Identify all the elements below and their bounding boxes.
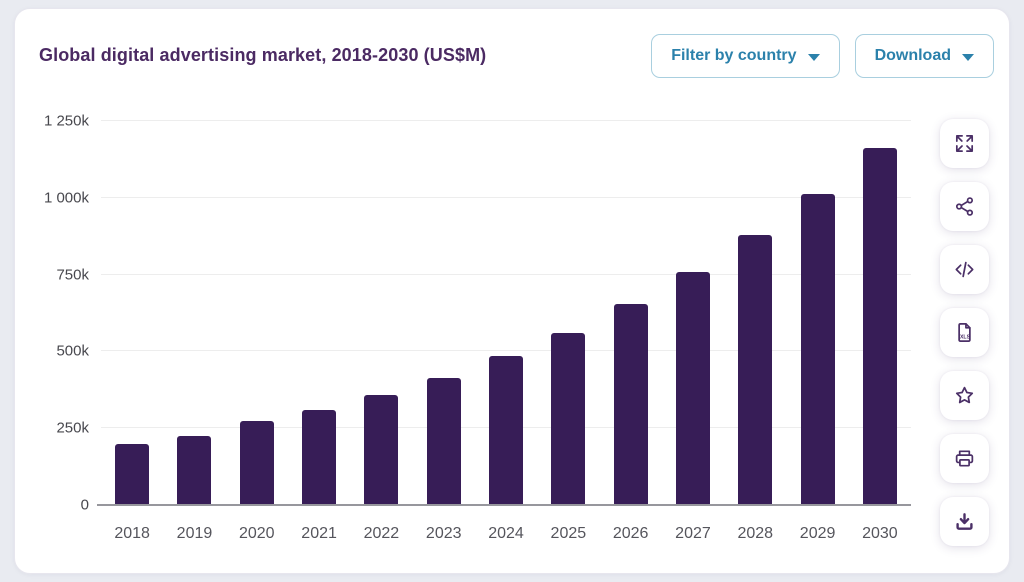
bar-2021[interactable] [302, 409, 337, 505]
download-image-button[interactable] [940, 497, 989, 546]
bar-2030[interactable] [862, 148, 897, 505]
chevron-down-icon [962, 53, 974, 61]
expand-icon [955, 134, 974, 153]
bar-slot [101, 121, 163, 505]
gridline [101, 120, 911, 121]
chart-card: Global digital advertising market, 2018-… [14, 8, 1010, 574]
print-button[interactable] [940, 434, 989, 483]
x-tick-label: 2022 [363, 525, 400, 542]
download-icon [956, 513, 973, 530]
bar-2018[interactable] [115, 443, 150, 505]
share-button[interactable] [940, 182, 989, 231]
x-tick-label: 2024 [488, 525, 524, 542]
y-tick-label: 500k [56, 342, 89, 360]
chevron-down-icon [807, 53, 820, 61]
download-xls-button[interactable]: XLS [940, 308, 989, 357]
y-tick-label: 1 250k [43, 112, 89, 130]
x-tick-label: 2020 [238, 525, 275, 542]
chart-toolbar: XLS [940, 119, 989, 546]
bar-slot [786, 121, 848, 505]
bar-slot [537, 121, 599, 505]
share-icon [955, 197, 974, 216]
x-tick-label: 2027 [675, 525, 711, 542]
y-tick-label: 0 [80, 496, 89, 514]
embed-code-icon [955, 261, 974, 278]
download-button-label: Download [874, 47, 951, 64]
bars [101, 121, 911, 505]
embed-code-button[interactable] [940, 245, 989, 294]
bar-slot [600, 121, 662, 505]
x-tick-label: 2023 [425, 525, 462, 542]
gridline [101, 273, 911, 275]
gridline [101, 196, 911, 198]
bar-slot [163, 121, 225, 505]
bar-slot [350, 121, 412, 505]
bar-slot [226, 121, 288, 505]
bar-2026[interactable] [613, 304, 648, 505]
expand-button[interactable] [940, 119, 989, 168]
bar-2019[interactable] [177, 436, 212, 505]
favorite-button[interactable] [940, 371, 989, 420]
y-tick-label: 1 000k [43, 189, 89, 207]
bar-slot [288, 121, 350, 505]
bar-2025[interactable] [551, 332, 586, 505]
bar-slot [724, 121, 786, 505]
bar-slot [849, 121, 911, 505]
bar-slot [475, 121, 537, 505]
bar-2029[interactable] [800, 193, 835, 505]
x-tick-label: 2019 [176, 525, 213, 542]
x-tick-label: 2018 [114, 525, 150, 542]
bar-chart: 0 250k 500k 750k 1 000k 1 250k 2018 2019 2020 20… [15, 113, 945, 565]
filter-by-country-label: Filter by country [671, 47, 797, 64]
y-tick-label: 250k [56, 419, 89, 437]
bar-2024[interactable] [489, 356, 524, 505]
x-tick-label: 2029 [799, 525, 836, 542]
bar-slot [413, 121, 475, 505]
x-axis: 2018 2019 2020 2021 2022 2023 2024 2025 2026 2027… [101, 525, 911, 543]
bar-2022[interactable] [364, 394, 399, 505]
bar-slot [662, 121, 724, 505]
bar-2028[interactable] [738, 235, 773, 505]
y-tick-label: 750k [56, 266, 89, 284]
header-buttons: Filter by country Download [651, 34, 994, 78]
printer-icon [955, 450, 974, 467]
x-axis-line [97, 504, 911, 506]
bar-2023[interactable] [426, 377, 461, 505]
bar-2020[interactable] [239, 421, 274, 505]
xls-badge-label: XLS [960, 335, 971, 341]
x-tick-label: 2025 [550, 525, 587, 542]
x-tick-label: 2021 [301, 525, 337, 542]
page-title: Global digital advertising market, 2018-… [39, 45, 487, 65]
download-button[interactable]: Download [854, 34, 994, 78]
gridline [101, 350, 911, 352]
y-axis: 0 250k 500k 750k 1 000k 1 250k [15, 113, 89, 514]
xls-file-icon: XLS [958, 323, 971, 342]
x-tick-label: 2030 [862, 525, 898, 542]
plot-area [97, 120, 911, 506]
filter-by-country-button[interactable]: Filter by country [651, 34, 840, 78]
star-icon [955, 386, 974, 404]
x-tick-label: 2026 [612, 525, 649, 542]
x-tick-label: 2028 [737, 525, 774, 542]
bar-2027[interactable] [675, 272, 710, 505]
